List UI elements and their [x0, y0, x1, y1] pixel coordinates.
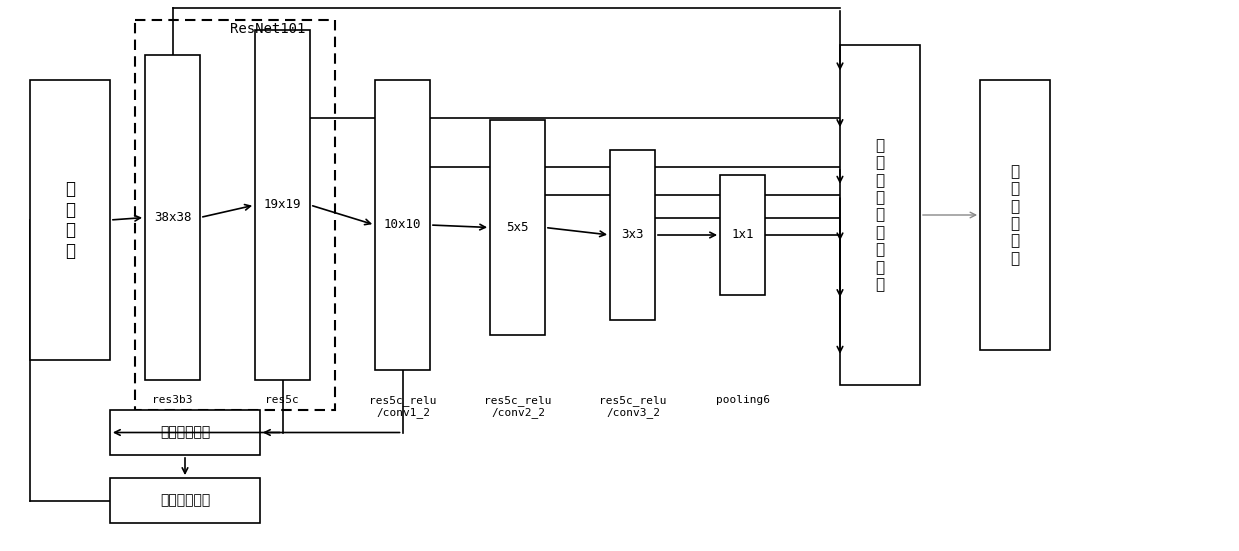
Text: 10x10: 10x10 — [384, 219, 421, 231]
Text: 1x1: 1x1 — [731, 229, 753, 241]
Bar — [840, 45, 921, 385]
Bar — [110, 410, 260, 455]
Text: 浅层特征重构: 浅层特征重构 — [160, 425, 211, 440]
Bar — [135, 20, 335, 410]
Text: res3b3: res3b3 — [151, 395, 192, 405]
Bar — [110, 478, 260, 523]
Text: res5c_relu
/conv1_2: res5c_relu /conv1_2 — [369, 395, 437, 418]
Bar — [255, 30, 310, 380]
Text: 5x5: 5x5 — [507, 221, 529, 234]
Text: 输
入
图
像: 输 入 图 像 — [64, 180, 76, 260]
Text: 分
类
回
归
输
出: 分 类 回 归 输 出 — [1011, 164, 1020, 266]
Bar — [489, 120, 545, 335]
Bar — [145, 55, 199, 380]
Bar — [610, 150, 655, 320]
Text: 浅层特征增强: 浅层特征增强 — [160, 494, 211, 507]
Text: res5c_relu
/conv3_2: res5c_relu /conv3_2 — [600, 395, 667, 418]
Text: ResNet101: ResNet101 — [230, 22, 305, 36]
Text: res5c_relu
/conv2_2: res5c_relu /conv2_2 — [484, 395, 551, 418]
Text: pooling6: pooling6 — [716, 395, 769, 405]
Bar — [30, 80, 110, 360]
Text: 多
尺
度
特
征
检
测
框
架: 多 尺 度 特 征 检 测 框 架 — [876, 138, 885, 292]
Bar — [375, 80, 430, 370]
Bar — [720, 175, 764, 295]
Bar — [980, 80, 1049, 350]
Text: 3x3: 3x3 — [621, 229, 644, 241]
Text: res5c: res5c — [265, 395, 299, 405]
Text: 38x38: 38x38 — [154, 211, 191, 224]
Text: 19x19: 19x19 — [264, 198, 301, 212]
